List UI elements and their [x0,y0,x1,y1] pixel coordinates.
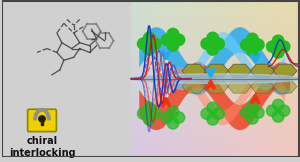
Circle shape [167,106,179,117]
Circle shape [143,32,155,44]
Circle shape [272,47,284,58]
Polygon shape [205,64,229,78]
Circle shape [167,40,179,51]
Circle shape [161,112,173,123]
Circle shape [278,105,290,116]
Circle shape [39,116,45,122]
Circle shape [278,41,290,52]
Circle shape [272,99,284,110]
Polygon shape [151,32,285,90]
Circle shape [201,38,212,49]
Circle shape [143,114,155,125]
Polygon shape [139,62,290,130]
Ellipse shape [131,74,300,84]
Circle shape [143,44,155,55]
Circle shape [137,108,149,119]
Circle shape [213,108,224,119]
Circle shape [272,111,284,122]
Polygon shape [228,64,251,78]
Polygon shape [205,80,229,93]
Circle shape [201,108,212,119]
Circle shape [241,39,252,50]
Circle shape [253,107,264,118]
FancyBboxPatch shape [28,109,56,132]
Circle shape [247,113,258,124]
Circle shape [241,107,252,118]
Circle shape [143,102,155,113]
Circle shape [207,114,218,125]
Text: chiral
interlocking: chiral interlocking [9,136,75,158]
Circle shape [173,34,185,46]
Circle shape [137,38,149,49]
Circle shape [247,45,258,56]
Circle shape [161,34,173,46]
Circle shape [213,38,224,49]
Polygon shape [182,64,206,78]
Bar [40,118,43,125]
Circle shape [272,35,284,46]
Circle shape [173,112,185,123]
Circle shape [167,28,179,40]
Polygon shape [273,80,297,93]
Circle shape [207,32,218,44]
Circle shape [207,102,218,113]
Circle shape [149,108,161,119]
Polygon shape [250,64,274,78]
Polygon shape [151,67,285,125]
Polygon shape [273,64,297,78]
Polygon shape [182,80,206,93]
Circle shape [266,105,278,116]
Circle shape [149,38,161,49]
Circle shape [253,39,264,50]
Polygon shape [250,80,274,93]
Circle shape [266,41,278,52]
Polygon shape [139,27,290,95]
Circle shape [207,44,218,55]
Polygon shape [228,80,251,93]
Circle shape [167,118,179,129]
Circle shape [247,101,258,112]
Circle shape [247,33,258,45]
Ellipse shape [130,76,300,82]
